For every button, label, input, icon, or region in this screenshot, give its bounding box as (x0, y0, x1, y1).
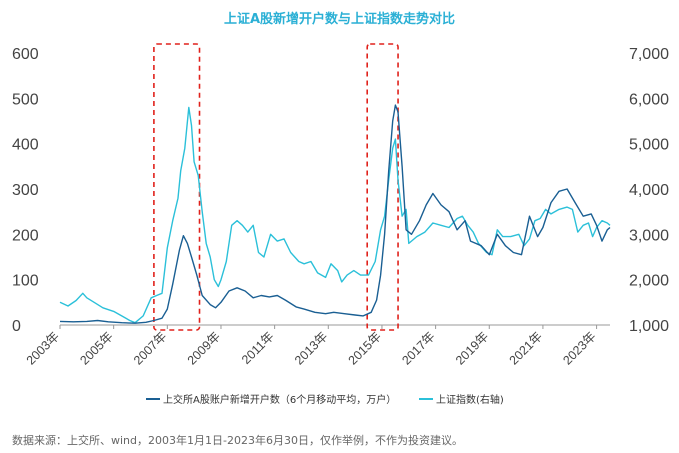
x-tick-label: 2019年 (453, 329, 491, 367)
highlight-box (366, 43, 399, 331)
x-tick-label: 2021年 (507, 329, 545, 367)
legend-accounts-label: 上交所A股账户新增开户数（6个月移动平均，万户） (163, 393, 396, 406)
right-tick-label: 1,000 (629, 318, 669, 335)
x-axis-ticks: 2003年 2005年 2007年 2009年 2011年 2013年 2015年 2017年… (24, 325, 599, 368)
left-tick-label: 200 (12, 227, 39, 244)
legend: 上交所A股账户新增开户数（6个月移动平均，万户） 上证指数(右轴) (146, 393, 504, 406)
left-tick-label: 500 (12, 91, 39, 108)
highlight-boxes (153, 43, 399, 331)
x-tick-label: 2023年 (560, 329, 598, 367)
x-tick-label: 2015年 (346, 329, 384, 367)
left-tick-label: 100 (12, 273, 39, 290)
left-tick-label: 300 (12, 182, 39, 199)
left-tick-label: 0 (12, 318, 21, 335)
source-note: 数据来源：上交所、wind，2003年1月1日-2023年6月30日，仅作举例，… (12, 434, 463, 447)
legend-index-label: 上证指数(右轴) (436, 393, 504, 406)
x-tick-label: 2013年 (292, 329, 330, 367)
index-series-line (59, 106, 611, 324)
x-tick-label: 2011年 (239, 329, 277, 367)
series-lines (59, 104, 611, 324)
accounts-series-line (59, 104, 611, 324)
x-tick-label: 2007年 (131, 329, 169, 367)
x-tick-label: 2005年 (77, 329, 115, 367)
left-axis-ticks: 0 100 200 300 400 500 600 (12, 46, 39, 335)
right-tick-label: 2,000 (629, 273, 669, 290)
right-tick-label: 4,000 (629, 182, 669, 199)
right-axis-ticks: 1,000 2,000 3,000 4,000 5,000 6,000 7,000 (629, 46, 669, 335)
x-tick-label: 2003年 (24, 329, 62, 367)
right-tick-label: 7,000 (629, 46, 669, 63)
right-tick-label: 6,000 (629, 91, 669, 108)
right-tick-label: 5,000 (629, 137, 669, 154)
left-tick-label: 600 (12, 46, 39, 63)
right-tick-label: 3,000 (629, 227, 669, 244)
chart-title: 上证A股新增开户数与上证指数走势对比 (223, 12, 456, 27)
left-tick-label: 400 (12, 137, 39, 154)
x-tick-label: 2009年 (185, 329, 223, 367)
highlight-box (153, 43, 201, 331)
x-tick-label: 2017年 (399, 329, 437, 367)
